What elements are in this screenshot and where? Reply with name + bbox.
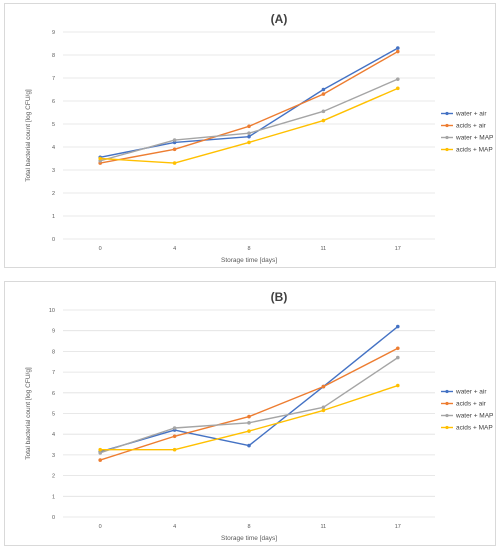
chart-a-legend-label: acids + air <box>456 123 487 130</box>
chart-b-data-point <box>321 405 326 410</box>
chart-a-title: (A) <box>271 12 288 26</box>
chart-a-data-point <box>396 46 400 50</box>
chart-a-data-point <box>247 131 251 135</box>
chart-b-legend-marker <box>445 389 449 394</box>
chart-b-data-point <box>247 414 251 419</box>
chart-a-data-point <box>321 109 326 114</box>
chart-a-svg: (A) 0 1 2 3 4 5 6 7 8 9 0 4 8 11 17 Storage time [days] T… <box>25 12 493 264</box>
chart-b-series-line <box>100 326 399 453</box>
chart-b-data-point <box>321 408 326 413</box>
chart-a-x-tick-label: 17 <box>395 246 401 252</box>
chart-b-y-tick-label: 5 <box>52 412 55 418</box>
chart-a-y-tick-label: 9 <box>52 30 55 36</box>
chart-a-legend-marker <box>445 111 449 116</box>
chart-a-data-point <box>396 49 400 54</box>
chart-a-x-tick-label: 4 <box>173 246 176 252</box>
chart-b-title: (B) <box>271 290 288 304</box>
chart-b-y-tick-label: 6 <box>52 391 55 397</box>
chart-a-data-point <box>321 118 326 123</box>
chart-b-x-axis-title: Storage time [days] <box>221 535 277 542</box>
chart-a-data-point <box>396 86 400 91</box>
chart-b-y-tick-label: 2 <box>52 474 55 480</box>
chart-a-data-point <box>321 92 326 96</box>
chart-b-y-axis-title: Total bacterial count [log CFU/g] <box>25 367 32 460</box>
chart-a-y-tick-label: 0 <box>52 237 55 243</box>
chart-b-series-line <box>99 347 399 461</box>
chart-b-legend-label: acids + air <box>456 401 487 408</box>
chart-b-data-point <box>98 447 102 452</box>
chart-a-data-point <box>172 138 177 142</box>
chart-b-y-tick-label: 3 <box>52 453 55 459</box>
chart-b-y-tick-label: 10 <box>49 308 55 314</box>
chart-a-x-tick-label: 0 <box>99 246 102 252</box>
chart-b-y-tick-label: 4 <box>52 432 55 438</box>
chart-b-legend-marker <box>445 425 449 430</box>
chart-b-data-point <box>396 383 400 388</box>
chart-b-data-point <box>396 355 400 360</box>
chart-b-data-point <box>247 443 251 448</box>
chart-b-legend-marker <box>445 413 449 418</box>
chart-b-data-point <box>396 324 400 329</box>
chart-b-legend-label: water + MAP <box>455 413 493 420</box>
chart-a-data-point <box>247 134 251 139</box>
chart-b-y-tick-label: 9 <box>52 329 55 335</box>
chart-b-x-tick-label: 11 <box>321 524 327 530</box>
chart-a-x-tick-label: 11 <box>321 246 327 252</box>
chart-a-legend-marker <box>445 123 449 128</box>
chart-b-svg: (B) 0 1 2 3 4 5 6 7 8 9 10 0 4 8 11 17 Storage time [days… <box>25 290 493 542</box>
chart-a-data-point <box>396 77 400 81</box>
chart-a-x-tick-label: 8 <box>247 246 250 252</box>
chart-b-y-tick-label: 8 <box>52 349 55 355</box>
chart-b-x-tick-label: 4 <box>173 524 176 530</box>
chart-a-y-tick-label: 5 <box>52 122 55 128</box>
chart-b-data-point <box>172 426 177 430</box>
chart-panel-a: (A) 0 1 2 3 4 5 6 7 8 9 0 4 8 11 17 Storage time [days] T… <box>4 3 496 268</box>
chart-a-legend-marker <box>445 135 449 140</box>
chart-a-data-point <box>247 140 251 145</box>
chart-a-y-tick-label: 7 <box>52 76 55 82</box>
chart-b-x-tick-label: 0 <box>99 524 102 530</box>
chart-a-y-tick-label: 3 <box>52 168 55 174</box>
chart-b-legend-label: acids + MAP <box>456 425 493 432</box>
chart-b-legend-label: water + air <box>455 389 487 396</box>
chart-a-x-axis-title: Storage time [days] <box>221 257 277 264</box>
chart-b-data-point <box>396 346 400 351</box>
chart-a-y-tick-label: 8 <box>52 53 55 59</box>
chart-b-legend-marker <box>445 401 449 406</box>
chart-b-data-point <box>172 434 177 439</box>
chart-b-y-tick-label: 1 <box>52 494 55 500</box>
chart-a-y-tick-label: 4 <box>52 145 55 151</box>
chart-b-data-point <box>172 447 177 452</box>
chart-b-y-tick-label: 0 <box>52 515 55 521</box>
chart-a-legend-label: water + MAP <box>455 135 493 142</box>
chart-b-x-tick-label: 8 <box>247 524 250 530</box>
chart-b-data-point <box>321 384 326 389</box>
chart-a-legend-marker <box>445 147 449 152</box>
chart-b-data-point <box>98 458 102 462</box>
chart-a-data-point <box>98 156 102 161</box>
chart-a-data-point <box>321 87 326 92</box>
chart-a-data-point <box>247 124 251 129</box>
chart-a-legend-label: acids + MAP <box>456 147 493 154</box>
chart-b-x-tick-label: 17 <box>395 524 401 530</box>
chart-a-legend-label: water + air <box>455 111 487 118</box>
chart-b-data-point <box>247 429 251 433</box>
chart-panel-b: (B) 0 1 2 3 4 5 6 7 8 9 10 0 4 8 11 17 Storage time [days… <box>4 281 496 546</box>
chart-b-data-point <box>247 421 251 425</box>
chart-b-data-point <box>98 451 102 455</box>
chart-a-y-axis-title: Total bacterial count [log CFU/g] <box>25 89 32 182</box>
chart-a-data-point <box>172 147 177 152</box>
chart-a-y-tick-label: 1 <box>52 214 55 220</box>
chart-a-y-tick-label: 2 <box>52 191 55 197</box>
chart-a-y-tick-label: 6 <box>52 99 55 105</box>
chart-a-data-point <box>172 161 177 165</box>
chart-a-series-line <box>100 78 399 162</box>
chart-b-y-tick-label: 7 <box>52 370 55 376</box>
